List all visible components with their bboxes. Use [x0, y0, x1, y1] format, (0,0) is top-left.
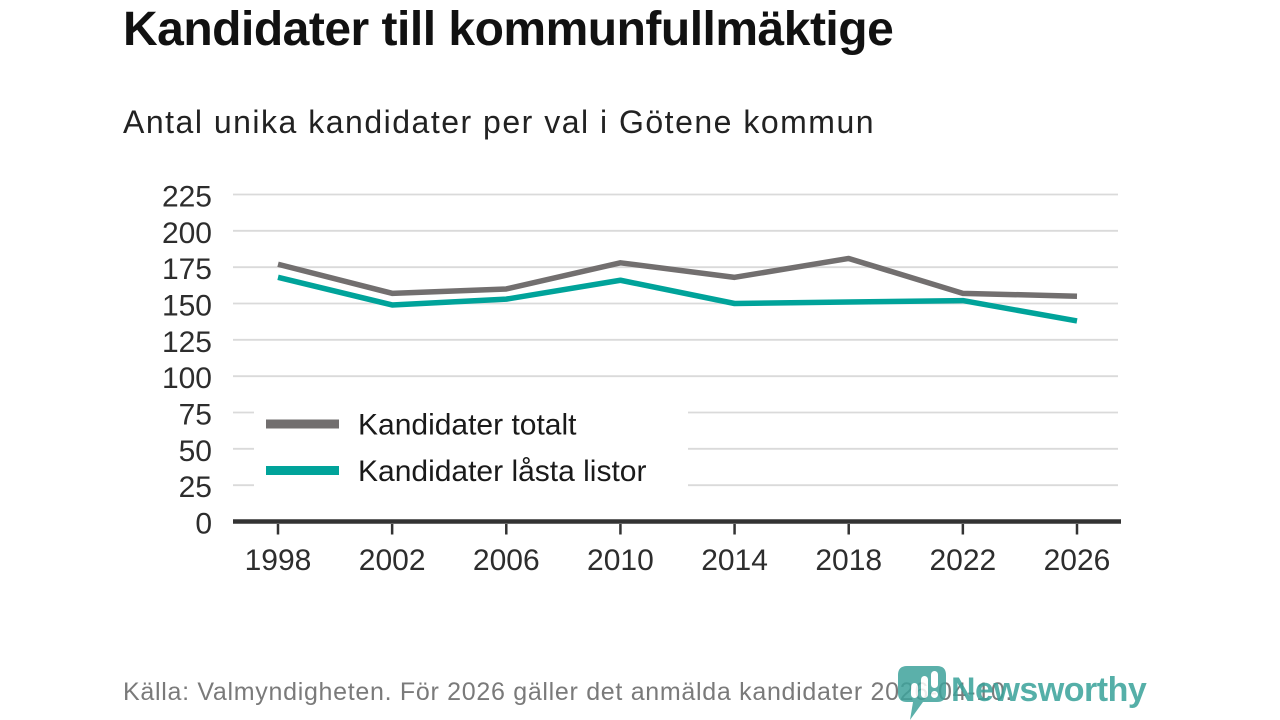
brand-name: Newsworthy	[951, 671, 1147, 709]
x-axis-label: 2006	[473, 544, 540, 577]
x-axis-label: 2018	[815, 544, 882, 577]
y-axis-label: 125	[162, 326, 212, 359]
newsworthy-pin-barchart-icon	[898, 666, 946, 720]
y-axis-label: 100	[162, 362, 212, 395]
y-axis-label: 150	[162, 290, 212, 323]
x-axis-label: 2026	[1044, 544, 1111, 577]
y-axis-label: 50	[179, 435, 212, 468]
y-axis-label: 175	[162, 253, 212, 286]
legend-label: Kandidater låsta listor	[358, 455, 647, 488]
source-note: Källa: Valmyndigheten. För 2026 gäller d…	[123, 678, 1014, 706]
y-axis-label: 0	[195, 508, 212, 541]
x-axis-label: 2014	[701, 544, 768, 577]
y-axis-label: 25	[179, 471, 212, 504]
y-axis-label: 75	[179, 399, 212, 432]
series-line-total	[277, 255, 1078, 299]
brand-logo[interactable]: Newsworthy	[896, 664, 1147, 720]
legend-label: Kandidater totalt	[358, 409, 577, 442]
y-axis-label: 200	[162, 217, 212, 250]
x-axis-label: 2002	[359, 544, 426, 577]
x-axis-label: 2010	[587, 544, 654, 577]
series-line-locked-lists	[277, 274, 1078, 324]
x-axis-label: 2022	[929, 544, 996, 577]
chart-subtitle: Antal unika kandidater per val i Götene …	[123, 104, 876, 140]
x-axis-label: 1998	[245, 544, 312, 577]
chart-title: Kandidater till kommunfullmäktige	[123, 3, 894, 56]
y-axis-label: 225	[162, 181, 212, 214]
legend-panel	[254, 397, 688, 502]
